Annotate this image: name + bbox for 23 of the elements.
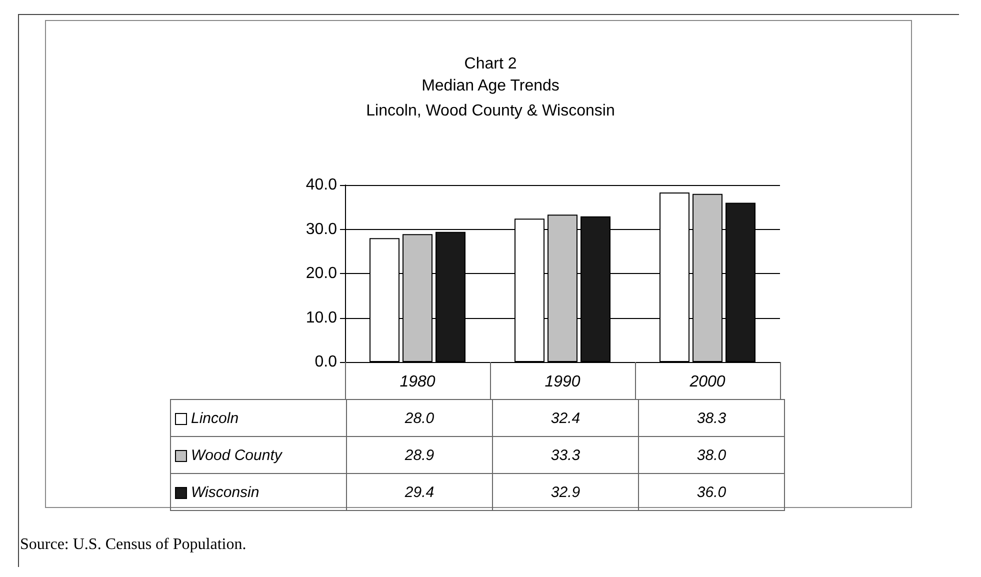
data-label: 38.3 — [638, 400, 784, 436]
data-label: 32.4 — [492, 400, 638, 436]
chart-title: Chart 2 Median Age Trends — [422, 56, 560, 94]
data-label: 28.9 — [346, 436, 492, 474]
data-label: 29.4 — [346, 474, 492, 510]
x-tick-label: 2000 — [688, 374, 726, 390]
data-label: 28.0 — [346, 400, 492, 436]
legend-label: Wisconsin — [170, 474, 346, 510]
legend-label: Lincoln — [170, 400, 346, 436]
data-label: 32.9 — [492, 474, 638, 510]
data-label: 36.0 — [638, 474, 784, 510]
data-label: 33.3 — [492, 436, 638, 474]
legend-label: Wood County — [170, 436, 346, 474]
x-tick-label: 1980 — [400, 374, 436, 390]
chart-subtitle: Lincoln, Wood County & Wisconsin — [366, 102, 615, 120]
y-tick-label: 20.0 — [306, 265, 338, 282]
y-tick-label: 10.0 — [306, 309, 338, 326]
x-tick-label: 1990 — [544, 374, 580, 390]
source-note: Source: U.S. Census of Population. — [20, 536, 246, 554]
y-tick-label: 30.0 — [306, 220, 338, 238]
y-tick-label: 40.0 — [306, 176, 338, 194]
y-tick-label: 0.0 — [314, 354, 338, 370]
data-label: 38.0 — [638, 436, 784, 474]
